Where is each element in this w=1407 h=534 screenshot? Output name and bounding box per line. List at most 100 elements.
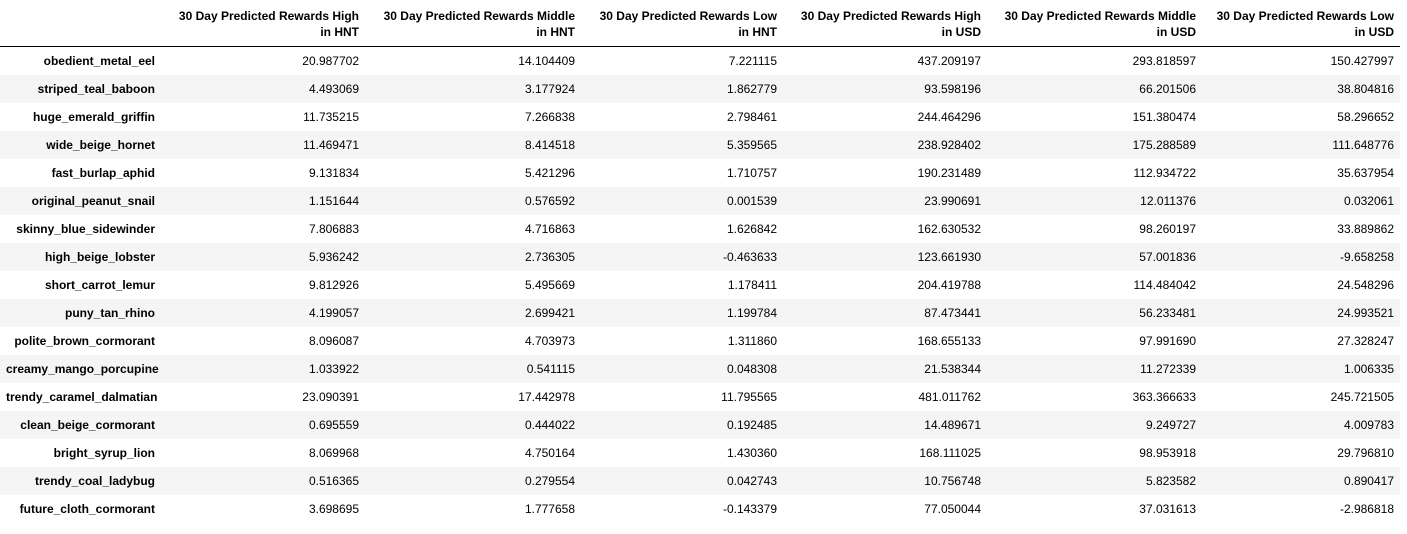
table-row: wide_beige_hornet 11.469471 8.414518 5.3595… <box>0 131 1400 159</box>
cell-high-usd: 10.756748 <box>924 474 981 488</box>
cell-middle-usd: 98.953918 <box>1139 446 1196 460</box>
cell-middle-usd: 56.233481 <box>1139 306 1196 320</box>
cell-middle-usd: 97.991690 <box>1139 334 1196 348</box>
cell-middle-hnt: 4.750164 <box>524 446 575 460</box>
cell-low-usd: -9.658258 <box>1339 250 1394 264</box>
cell-high-usd: 162.630532 <box>917 222 981 236</box>
cell-low-usd: 0.032061 <box>1343 194 1394 208</box>
cell-middle-hnt: 4.703973 <box>524 334 575 348</box>
cell-middle-hnt: 0.541115 <box>526 362 575 376</box>
cell-middle-usd: 175.288589 <box>1132 138 1196 152</box>
row-label: trendy_caramel_dalmatian <box>6 390 158 404</box>
cell-middle-usd: 5.823582 <box>1145 474 1196 488</box>
cell-high-usd: 23.990691 <box>924 194 981 208</box>
cell-middle-usd: 11.272339 <box>1140 362 1196 376</box>
cell-high-hnt: 7.806883 <box>308 222 359 236</box>
cell-high-hnt: 0.695559 <box>308 418 359 432</box>
row-label: skinny_blue_sidewinder <box>16 222 155 236</box>
cell-middle-usd: 114.484042 <box>1133 278 1196 292</box>
cell-middle-usd: 12.011376 <box>1140 194 1196 208</box>
row-label: puny_tan_rhino <box>64 306 155 320</box>
cell-high-hnt: 23.090391 <box>302 390 359 404</box>
cell-middle-hnt: 17.442978 <box>518 390 575 404</box>
cell-middle-hnt: 5.495669 <box>524 278 575 292</box>
cell-high-hnt: 3.698695 <box>308 502 359 516</box>
row-label: original_peanut_snail <box>31 194 155 208</box>
row-label: polite_brown_cormorant <box>14 334 155 348</box>
cell-middle-usd: 363.366633 <box>1132 390 1196 404</box>
row-label: trendy_coal_ladybug <box>34 474 155 488</box>
cell-high-hnt: 20.987702 <box>302 54 359 68</box>
cell-high-hnt: 5.936242 <box>308 250 359 264</box>
cell-high-hnt: 11.469471 <box>303 138 359 152</box>
cell-high-usd: 168.111025 <box>919 446 981 460</box>
row-label: creamy_mango_porcupine <box>6 362 159 376</box>
cell-low-usd: 245.721505 <box>1330 390 1394 404</box>
row-label: obedient_metal_eel <box>43 54 155 68</box>
table-row: clean_beige_cormorant 0.695559 0.444022 0.1… <box>0 411 1400 439</box>
cell-high-hnt: 9.812926 <box>308 278 359 292</box>
cell-low-usd: 29.796810 <box>1337 446 1394 460</box>
row-label: future_cloth_cormorant <box>19 502 155 516</box>
table-row: huge_emerald_griffin 11.735215 7.266838 2.7… <box>0 103 1400 131</box>
cell-low-hnt: 0.042743 <box>726 474 777 488</box>
cell-high-usd: 481.011762 <box>918 390 981 404</box>
cell-high-hnt: 8.096087 <box>308 334 359 348</box>
cell-middle-usd: 37.031613 <box>1139 502 1196 516</box>
column-header-high-usd: 30 Day Predicted Rewards High in USD <box>783 0 987 47</box>
cell-middle-hnt: 0.576592 <box>524 194 575 208</box>
row-label: bright_syrup_lion <box>53 446 155 460</box>
cell-low-hnt: 1.862779 <box>726 82 777 96</box>
table-row: polite_brown_cormorant 8.096087 4.703973 1.… <box>0 327 1400 355</box>
row-label: short_carrot_lemur <box>44 278 155 292</box>
cell-low-usd: 0.890417 <box>1343 474 1394 488</box>
cell-low-hnt: -0.143379 <box>722 502 777 516</box>
cell-high-usd: 14.489671 <box>924 418 981 432</box>
cell-high-usd: 93.598196 <box>924 82 981 96</box>
row-label: striped_teal_baboon <box>37 82 155 96</box>
cell-low-usd: 24.993521 <box>1337 306 1394 320</box>
cell-low-hnt: 0.192485 <box>726 418 777 432</box>
cell-high-hnt: 8.069968 <box>308 446 359 460</box>
cell-high-hnt: 11.735215 <box>303 110 359 124</box>
cell-low-hnt: 1.178411 <box>727 278 777 292</box>
row-label: huge_emerald_griffin <box>32 110 155 124</box>
table-row: bright_syrup_lion 8.069968 4.750164 1.43036… <box>0 439 1400 467</box>
table-row: high_beige_lobster 5.936242 2.736305 -0.463… <box>0 243 1400 271</box>
cell-middle-hnt: 14.104409 <box>518 54 575 68</box>
cell-low-hnt: 2.798461 <box>726 110 777 124</box>
cell-high-hnt: 4.199057 <box>308 306 359 320</box>
cell-middle-usd: 293.818597 <box>1132 54 1196 68</box>
cell-high-usd: 437.209197 <box>917 54 981 68</box>
table-row: trendy_coal_ladybug 0.516365 0.279554 0.042… <box>0 467 1400 495</box>
cell-middle-hnt: 8.414518 <box>524 138 575 152</box>
table-row: future_cloth_cormorant 3.698695 1.777658 -0… <box>0 495 1400 523</box>
cell-middle-hnt: 1.777658 <box>524 502 575 516</box>
cell-high-hnt: 0.516365 <box>308 474 359 488</box>
cell-low-hnt: 1.199784 <box>726 306 777 320</box>
cell-middle-hnt: 0.279554 <box>524 474 575 488</box>
cell-low-hnt: 11.795565 <box>721 390 777 404</box>
cell-low-usd: 111.648776 <box>1332 138 1394 152</box>
table-body: obedient_metal_eel 20.987702 14.104409 7.22… <box>0 47 1400 524</box>
row-label: fast_burlap_aphid <box>51 166 155 180</box>
column-header-high-hnt: 30 Day Predicted Rewards High in HNT <box>161 0 365 47</box>
cell-low-usd: 1.006335 <box>1343 362 1394 376</box>
cell-low-usd: 58.296652 <box>1337 110 1394 124</box>
cell-high-usd: 204.419788 <box>917 278 981 292</box>
table-row: skinny_blue_sidewinder 7.806883 4.716863 1.… <box>0 215 1400 243</box>
cell-high-usd: 77.050044 <box>924 502 981 516</box>
row-label: wide_beige_hornet <box>46 138 155 152</box>
cell-high-usd: 123.661930 <box>917 250 981 264</box>
table-row: obedient_metal_eel 20.987702 14.104409 7.22… <box>0 47 1400 76</box>
cell-middle-usd: 112.934722 <box>1133 166 1196 180</box>
cell-high-hnt: 1.151644 <box>308 194 359 208</box>
cell-low-hnt: 0.001539 <box>726 194 777 208</box>
cell-high-usd: 190.231489 <box>917 166 981 180</box>
column-header-low-hnt: 30 Day Predicted Rewards Low in HNT <box>581 0 783 47</box>
cell-low-usd: 4.009783 <box>1343 418 1394 432</box>
cell-middle-usd: 66.201506 <box>1139 82 1196 96</box>
cell-low-usd: 27.328247 <box>1337 334 1394 348</box>
cell-middle-usd: 98.260197 <box>1139 222 1196 236</box>
cell-middle-usd: 151.380474 <box>1132 110 1196 124</box>
